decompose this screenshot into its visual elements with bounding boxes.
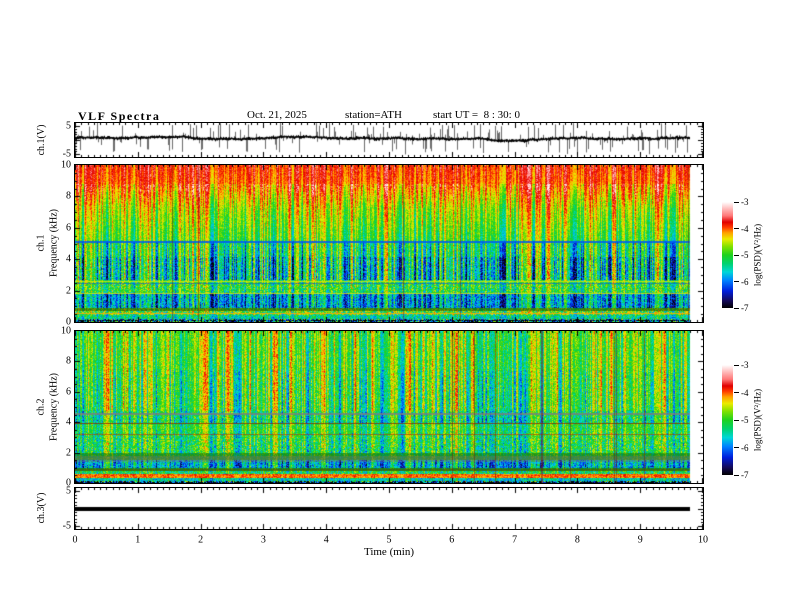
- ch2-spec-ylabel-line1: ch.2: [35, 398, 47, 416]
- ch1-colorbar-tick: [734, 307, 739, 309]
- ch2-spectrogram-canvas: [75, 331, 703, 483]
- ch2-colorbar-tick: [734, 419, 739, 421]
- ch1-colorbar-tick-label: -4: [741, 223, 749, 234]
- ch1-colorbar-tick-label: -3: [741, 197, 749, 207]
- ch2-colorbar-tick: [734, 364, 739, 366]
- x-tick-label: 9: [637, 534, 643, 546]
- ch2-spec-ylabel: ch.2 Frequency (kHz): [36, 373, 61, 441]
- ch3-wave-ytick-label: -5: [62, 520, 71, 532]
- start-ut-label: start UT = 8 : 30: 0: [433, 109, 520, 121]
- ch1-spec-ytick-label: 2: [66, 285, 71, 297]
- x-tick-label: 2: [198, 534, 204, 546]
- ch2-colorbar: [722, 365, 733, 475]
- ch2-spec-ytick-label: 2: [66, 447, 71, 459]
- station-label: station=ATH: [345, 109, 402, 121]
- ch1-colorbar-label: log(PSD)(V²/Hz): [752, 223, 763, 287]
- ch1-spec-ylabel-line1: ch.1: [35, 234, 47, 252]
- ch2-colorbar-tick: [734, 447, 739, 448]
- ch2-colorbar-tick-label: -5: [741, 415, 749, 425]
- ch2-colorbar-tick-label: -3: [741, 360, 749, 370]
- ch2-spec-ytick-label: 4: [66, 416, 71, 428]
- ch2-colorbar-tick-label: -7: [741, 470, 749, 480]
- x-tick-label: 6: [449, 534, 455, 546]
- ch1-spec-ytick-label: 0: [66, 316, 71, 328]
- x-tick-label: 10: [698, 534, 708, 546]
- ch1-colorbar-tick: [734, 201, 739, 203]
- figure-title: VLF Spectra: [78, 109, 161, 123]
- ch2-spec-ylabel-line2: Frequency (kHz): [48, 372, 59, 442]
- x-tick-label: 3: [260, 534, 266, 546]
- ch1-colorbar-tick: [734, 254, 739, 256]
- ch2-spec-ytick-label: 8: [66, 355, 71, 367]
- ch2-spec-ytick-label: 0: [66, 477, 71, 489]
- ch1-colorbar-tick: [734, 228, 739, 229]
- ch1-wave-ytick-label: 5: [66, 120, 71, 132]
- x-axis-title: Time (min): [363, 546, 415, 558]
- ch2-spec-ytick-label: 10: [61, 325, 71, 337]
- ch1-colorbar-tick-label: -5: [741, 250, 749, 260]
- ch3-wave-ytick-label: 5: [66, 485, 71, 497]
- x-tick-label: 8: [574, 534, 580, 546]
- ch3-wave-ylabel: ch.3(V): [35, 492, 47, 524]
- ch2-colorbar-tick-label: -6: [741, 442, 749, 453]
- ch3-waveform-canvas: [75, 488, 703, 529]
- ch2-spec-ytick-label: 6: [66, 386, 71, 398]
- ch1-waveform-canvas: [75, 123, 703, 157]
- ch1-spec-ylabel-line2: Frequency (kHz): [48, 208, 59, 278]
- x-tick-label: 4: [323, 534, 329, 546]
- ch1-colorbar-tick: [734, 281, 739, 282]
- ch1-waveform-panel: [74, 122, 704, 158]
- ch1-spec-ytick-label: 8: [66, 190, 71, 202]
- ch2-spectrogram-panel: [74, 330, 704, 484]
- ch2-colorbar-label: log(PSD)(V²/Hz): [752, 388, 763, 452]
- ch1-spectrogram-canvas: [75, 165, 703, 322]
- ch1-spec-ytick-label: 10: [61, 159, 71, 171]
- x-tick-label: 0: [72, 534, 78, 546]
- ch2-colorbar-tick: [734, 392, 739, 393]
- x-tick-label: 1: [135, 534, 141, 546]
- ch1-spec-ylabel: ch.1 Frequency (kHz): [36, 209, 61, 277]
- x-tick-label: 5: [386, 534, 392, 546]
- ch3-waveform-panel: [74, 487, 704, 530]
- ch1-spec-ytick-label: 4: [66, 253, 71, 265]
- ch1-colorbar-tick-label: -7: [741, 303, 749, 313]
- figure-date: Oct. 21, 2025: [247, 109, 307, 121]
- ch1-wave-ytick-label: -5: [62, 148, 71, 160]
- ch2-colorbar-tick-label: -4: [741, 387, 749, 398]
- ch1-wave-ylabel: ch.1(V): [35, 124, 47, 156]
- ch1-spectrogram-panel: [74, 164, 704, 323]
- ch2-colorbar-tick: [734, 474, 739, 476]
- ch1-colorbar-tick-label: -6: [741, 276, 749, 287]
- x-tick-label: 7: [512, 534, 518, 546]
- ch1-colorbar: [722, 202, 733, 308]
- ch1-spec-ytick-label: 6: [66, 222, 71, 234]
